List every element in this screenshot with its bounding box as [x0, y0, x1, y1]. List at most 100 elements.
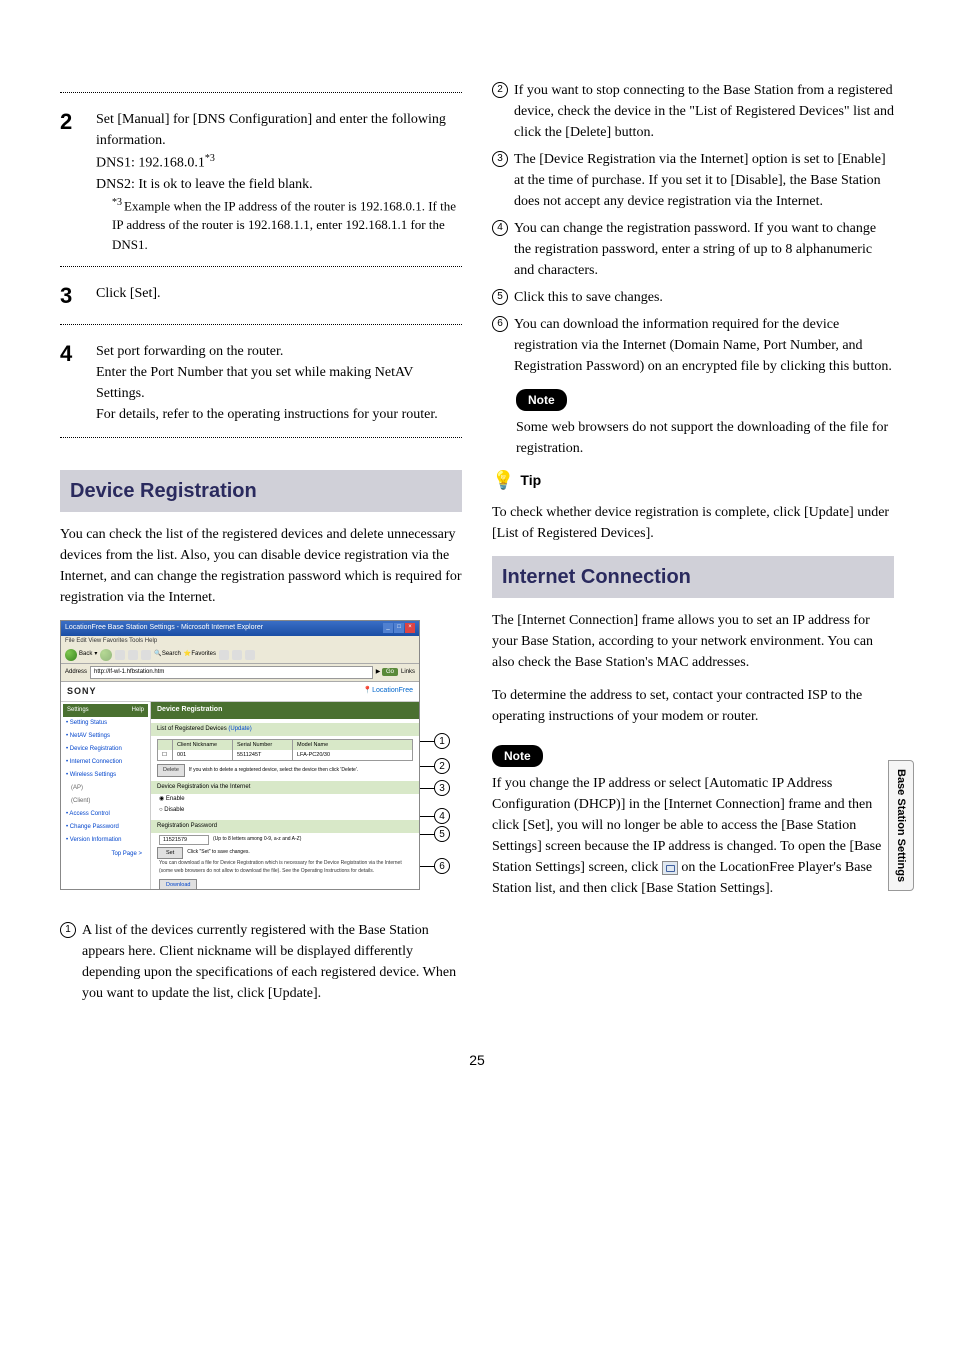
sidebar-item-ap[interactable]: (AP) [63, 782, 148, 795]
item-2-text: If you want to stop connecting to the Ba… [514, 80, 894, 143]
main-header: Device Registration [151, 702, 419, 719]
divider [60, 92, 462, 93]
note-1-block: Note Some web browsers do not support th… [516, 383, 894, 459]
step2-dns2: DNS2: It is ok to leave the field blank. [96, 174, 462, 195]
th-model: Model Name [293, 740, 412, 750]
step-3: 3 Click [Set]. [60, 279, 462, 312]
sidebar-item-client[interactable]: (Client) [63, 795, 148, 808]
radio-disable[interactable]: ○ Disable [151, 805, 419, 816]
top-page-link[interactable]: Top Page > [63, 847, 148, 862]
go-button[interactable]: ▶ Go [376, 668, 398, 677]
footnote-text: Example when the IP address of the route… [112, 198, 456, 252]
back-button[interactable]: Back ▾ [65, 649, 97, 661]
mail-icon[interactable] [232, 650, 242, 660]
td-serial: 5511245T [233, 750, 293, 760]
th-serial: Serial Number [233, 740, 293, 750]
links-label[interactable]: Links [401, 668, 415, 677]
sidebar-header: Settings Help [63, 704, 148, 717]
maximize-icon[interactable]: □ [394, 623, 404, 633]
step-content: Set port forwarding on the router. Enter… [96, 337, 462, 425]
tip-text: To check whether device registration is … [492, 502, 894, 544]
item-5-text: Click this to save changes. [514, 287, 894, 308]
radio-enable[interactable]: ◉ Enable [151, 794, 419, 805]
step4-line2: Enter the Port Number that you set while… [96, 362, 462, 404]
device-reg-intro: You can check the list of the registered… [60, 524, 462, 608]
item-3: 3 The [Device Registration via the Inter… [492, 149, 894, 212]
right-column: 2 If you want to stop connecting to the … [492, 80, 894, 1010]
download-button[interactable]: Download [159, 879, 197, 890]
minimize-icon[interactable]: _ [383, 623, 393, 633]
item-1-text: A list of the devices currently register… [82, 920, 462, 1004]
ie-menu[interactable]: File Edit View Favorites Tools Help [61, 636, 419, 647]
base-station-icon [662, 861, 678, 875]
callout-4: 4 [434, 808, 450, 824]
sidebar-item-version[interactable]: • Version Information [63, 834, 148, 847]
step-4: 4 Set port forwarding on the router. Ent… [60, 337, 462, 425]
item-4-text: You can change the registration password… [514, 218, 894, 281]
sidebar-item-internet[interactable]: • Internet Connection [63, 756, 148, 769]
left-column: 2 Set [Manual] for [DNS Configuration] a… [60, 80, 462, 1010]
sub1-label: List of Registered Devices [157, 726, 227, 732]
note-2-text: If you change the IP address or select [… [492, 773, 894, 899]
item-6-text: You can download the information require… [514, 314, 894, 377]
download-intro: You can download a file for Device Regis… [151, 859, 419, 876]
item-6: 6 You can download the information requi… [492, 314, 894, 377]
step-number: 2 [60, 105, 80, 138]
ie-titlebar: LocationFree Base Station Settings - Mic… [61, 621, 419, 636]
sony-bar: SONY 📍LocationFree [61, 682, 419, 703]
sidebar-item-change-password[interactable]: • Change Password [63, 821, 148, 834]
sidebar-item-device-registration[interactable]: • Device Registration [63, 743, 148, 756]
home-icon[interactable] [141, 650, 151, 660]
dns1-sup: *3 [205, 153, 215, 164]
ie-toolbar: Back ▾ 🔍Search ⭐Favorites [61, 647, 419, 664]
delete-button[interactable]: Delete [157, 764, 185, 776]
step-content: Click [Set]. [96, 279, 462, 304]
divider [60, 324, 462, 325]
refresh-icon[interactable] [128, 650, 138, 660]
sidebar-item-access[interactable]: • Access Control [63, 808, 148, 821]
address-label: Address [65, 668, 87, 677]
sidebar-item-setting-status[interactable]: • Setting Status [63, 717, 148, 730]
search-button[interactable]: 🔍Search [154, 650, 181, 659]
history-icon[interactable] [219, 650, 229, 660]
sidebar-item-netav[interactable]: • NetAV Settings [63, 730, 148, 743]
favorites-button[interactable]: ⭐Favorites [184, 650, 216, 659]
ie-window: LocationFree Base Station Settings - Mic… [60, 620, 420, 890]
callout-6: 6 [434, 858, 450, 874]
subsection-password: Registration Password [151, 820, 419, 833]
sidebar-item-wireless[interactable]: • Wireless Settings [63, 769, 148, 782]
back-label: Back [79, 650, 92, 659]
settings-sidebar: Settings Help • Setting Status • NetAV S… [61, 702, 151, 890]
circle-1: 1 [60, 922, 76, 938]
side-tab: Base Station Settings [888, 760, 915, 891]
subsection-via-internet: Device Registration via the Internet [151, 781, 419, 794]
section-header-device-registration: Device Registration [60, 470, 462, 512]
th-nickname: Client Nickname [173, 740, 233, 750]
forward-icon[interactable] [100, 649, 112, 661]
print-icon[interactable] [245, 650, 255, 660]
internet-p1: The [Internet Connection] frame allows y… [492, 610, 894, 673]
callout-2: 2 [434, 758, 450, 774]
item-1: 1 A list of the devices currently regist… [60, 920, 462, 1004]
stop-icon[interactable] [115, 650, 125, 660]
close-icon[interactable]: × [405, 623, 415, 633]
password-hint: (Up to 8 letters among 0-9, a-z and A-Z) [213, 836, 301, 844]
step-2: 2 Set [Manual] for [DNS Configuration] a… [60, 105, 462, 254]
set-button[interactable]: Set [157, 847, 183, 859]
address-input[interactable]: http://lf-wl-1.hfbstation.htm [90, 666, 373, 679]
td-checkbox[interactable]: ☐ [158, 750, 173, 760]
callout-3: 3 [434, 780, 450, 796]
password-input[interactable]: 11521579 [159, 835, 209, 845]
footnote: *3Example when the IP address of the rou… [112, 195, 462, 255]
sidebar-help-label[interactable]: Help [132, 706, 144, 715]
subsection-registered-devices: List of Registered Devices (Update) [151, 723, 419, 736]
sony-logo: SONY [67, 685, 97, 699]
item-3-text: The [Device Registration via the Interne… [514, 149, 894, 212]
table-row: ☐ 001 5511245T LFA-PC20/30 [158, 750, 412, 760]
page-number: 25 [60, 1050, 894, 1071]
step-number: 3 [60, 279, 80, 312]
tip-label: Tip [520, 470, 541, 491]
circle-3: 3 [492, 151, 508, 167]
update-link[interactable]: (Update) [228, 726, 251, 732]
item-4: 4 You can change the registration passwo… [492, 218, 894, 281]
